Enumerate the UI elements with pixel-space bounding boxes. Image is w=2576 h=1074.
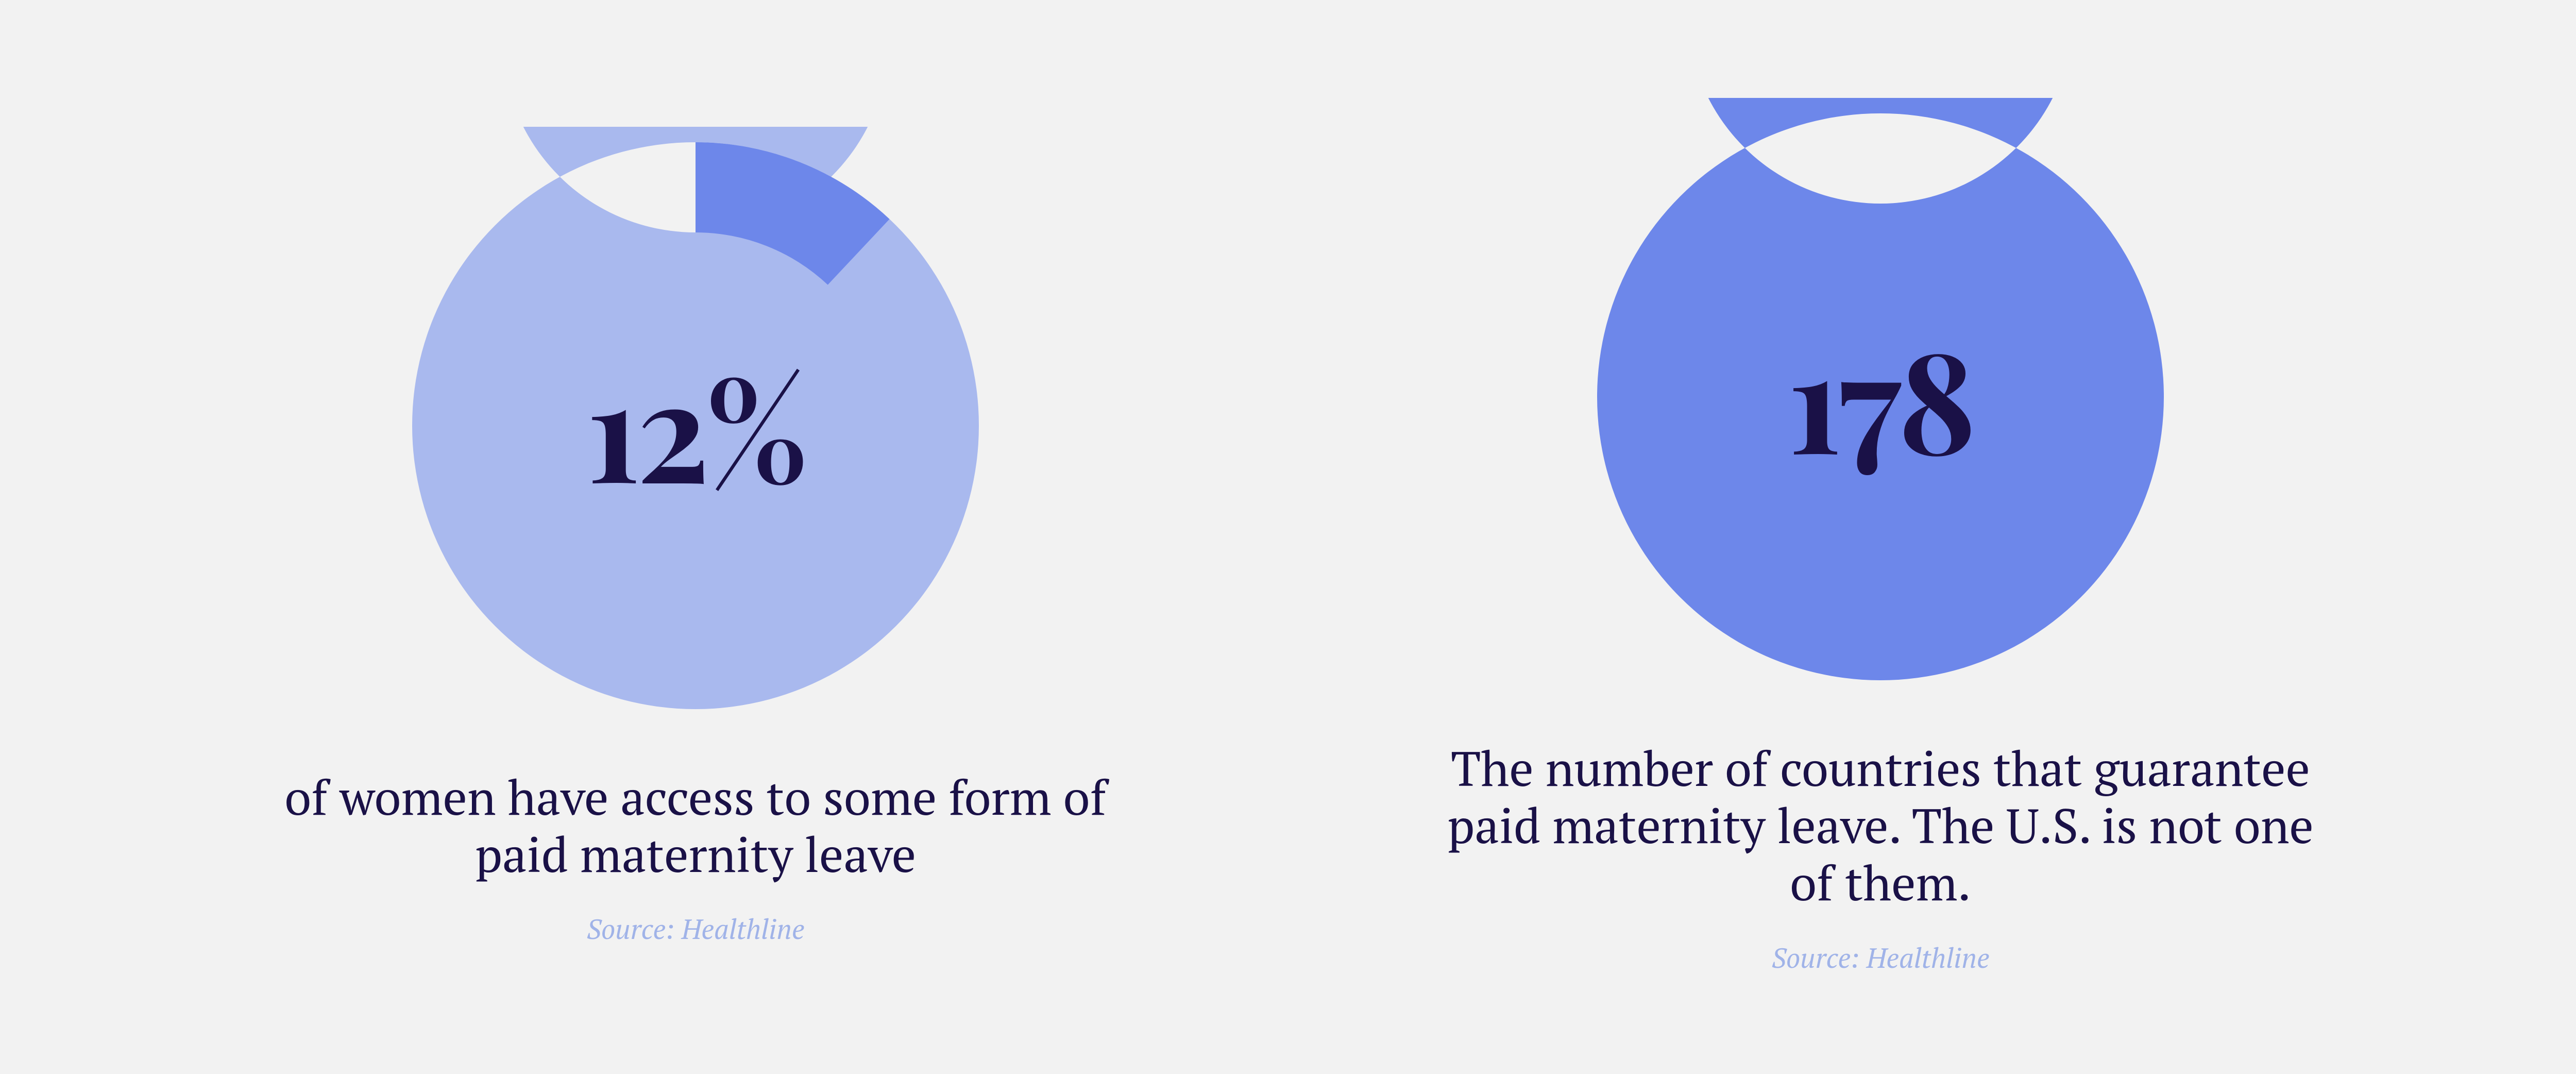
stat-panel-right: 178 The number of countries that guarant… [1288, 52, 2473, 1022]
infographic-container: 12% of women have access to some form of… [0, 0, 2576, 1074]
stat-caption-right: The number of countries that guarantee p… [1443, 740, 2318, 911]
stat-source-left: Source: Healthline [586, 911, 804, 947]
stat-value-right: 178 [1788, 327, 1973, 466]
stat-source-right: Source: Healthline [1771, 939, 1989, 976]
donut-chart-right: 178 [1582, 98, 2179, 696]
stat-caption-left: of women have access to some form of pai… [258, 768, 1133, 883]
donut-chart-left: 12% [397, 127, 994, 725]
stat-value-left: 12% [586, 356, 804, 495]
stat-panel-left: 12% of women have access to some form of… [103, 52, 1288, 1022]
